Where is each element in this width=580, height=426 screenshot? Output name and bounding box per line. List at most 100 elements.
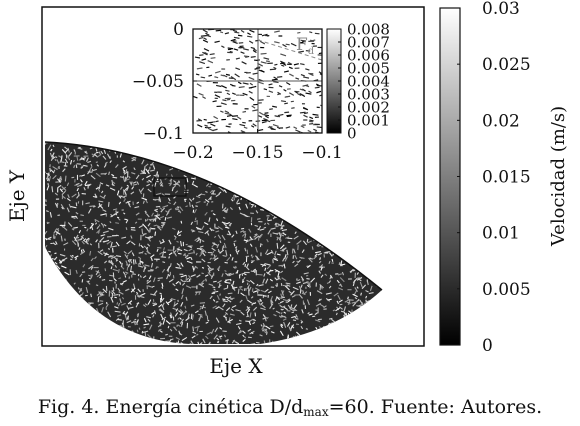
velocity-vector bbox=[239, 212, 246, 217]
velocity-vector bbox=[325, 297, 331, 302]
velocity-vector bbox=[252, 290, 258, 293]
velocity-vector bbox=[181, 288, 185, 295]
inset-axis-ticks: −0.2 −0.15 −0.1 0 −0.05 −0.1 bbox=[132, 20, 343, 163]
velocity-vector bbox=[204, 198, 210, 203]
inset-velocity-vector bbox=[212, 100, 217, 103]
velocity-vector bbox=[221, 273, 224, 277]
inset-colorbar-tick-label: 0.002 bbox=[347, 98, 390, 116]
inset-velocity-vector bbox=[226, 92, 231, 96]
velocity-vector bbox=[147, 235, 152, 239]
velocity-vector bbox=[237, 329, 242, 335]
velocity-vector bbox=[160, 241, 165, 245]
velocity-vector bbox=[82, 264, 86, 268]
velocity-vector bbox=[138, 295, 145, 299]
velocity-vector bbox=[206, 232, 210, 236]
velocity-vector bbox=[146, 218, 149, 222]
velocity-vector bbox=[109, 221, 112, 224]
velocity-vector bbox=[339, 283, 343, 288]
velocity-vector bbox=[53, 169, 56, 173]
velocity-vector bbox=[198, 283, 205, 288]
velocity-vector bbox=[76, 155, 79, 161]
velocity-vector bbox=[71, 228, 75, 231]
velocity-vector bbox=[90, 293, 93, 298]
velocity-vector bbox=[194, 325, 200, 329]
velocity-vector bbox=[222, 303, 226, 308]
inset-velocity-vector bbox=[248, 76, 255, 81]
velocity-vector bbox=[54, 261, 58, 265]
inset-velocity-vector bbox=[297, 93, 302, 96]
velocity-vector bbox=[90, 225, 94, 231]
velocity-vector bbox=[136, 201, 140, 204]
velocity-vector bbox=[90, 257, 94, 262]
velocity-vector bbox=[242, 334, 245, 338]
inset-velocity-vector bbox=[271, 78, 278, 81]
inset-velocity-vector bbox=[299, 111, 306, 114]
inset-colorbar-tick-label: 0.003 bbox=[347, 85, 390, 103]
velocity-vector bbox=[292, 260, 295, 264]
velocity-vector bbox=[130, 287, 136, 293]
inset-colorbar-tick-label: 0.004 bbox=[347, 72, 390, 90]
velocity-vector bbox=[207, 272, 213, 278]
velocity-vector bbox=[142, 233, 145, 237]
velocity-vector bbox=[210, 274, 214, 280]
velocity-vector bbox=[280, 270, 284, 274]
velocity-vector bbox=[80, 214, 84, 217]
velocity-vector bbox=[186, 177, 189, 183]
velocity-vector bbox=[279, 239, 282, 242]
velocity-vector bbox=[347, 302, 351, 305]
velocity-vector bbox=[180, 294, 184, 300]
inset-velocity-vector bbox=[243, 48, 249, 51]
velocity-vector bbox=[160, 313, 164, 320]
inset-velocity-vector bbox=[205, 34, 211, 38]
velocity-vector bbox=[335, 307, 340, 312]
velocity-vector bbox=[126, 320, 132, 324]
velocity-vector bbox=[245, 203, 249, 209]
inset-velocity-vector bbox=[254, 67, 261, 70]
velocity-vector bbox=[215, 301, 219, 303]
inset-velocity-vector bbox=[240, 130, 246, 133]
velocity-vector bbox=[179, 317, 182, 320]
velocity-vector bbox=[190, 274, 196, 278]
inset-velocity-vector bbox=[278, 85, 283, 88]
velocity-vector bbox=[328, 280, 331, 283]
velocity-vector bbox=[142, 275, 147, 279]
velocity-vector bbox=[223, 222, 228, 227]
velocity-vector bbox=[292, 286, 299, 291]
velocity-vector bbox=[235, 309, 242, 312]
inset-velocity-vector bbox=[263, 88, 268, 91]
inset-velocity-vector bbox=[285, 43, 290, 46]
velocity-vector bbox=[105, 184, 110, 187]
velocity-vector bbox=[161, 316, 167, 321]
velocity-vector bbox=[75, 257, 77, 261]
velocity-vector bbox=[256, 283, 259, 287]
velocity-vector bbox=[259, 233, 263, 239]
velocity-vector bbox=[127, 263, 131, 268]
main-x-label: Eje X bbox=[209, 354, 263, 378]
velocity-vector bbox=[59, 188, 64, 193]
velocity-vector bbox=[118, 277, 122, 280]
velocity-vector bbox=[142, 200, 145, 204]
velocity-vector bbox=[217, 248, 220, 252]
velocity-vector bbox=[96, 164, 100, 167]
velocity-vector bbox=[96, 229, 101, 234]
velocity-vector bbox=[174, 206, 179, 210]
velocity-vector bbox=[176, 324, 178, 327]
velocity-vector bbox=[167, 197, 171, 202]
velocity-vector bbox=[328, 285, 332, 289]
inset-velocity-vector bbox=[234, 31, 240, 34]
inset-velocity-vector bbox=[201, 58, 207, 61]
velocity-vector bbox=[192, 197, 195, 201]
velocity-vector bbox=[250, 260, 254, 264]
velocity-vector bbox=[195, 252, 198, 256]
velocity-vector bbox=[222, 216, 226, 219]
velocity-vector bbox=[251, 288, 254, 292]
velocity-vector bbox=[259, 334, 263, 337]
velocity-vector bbox=[153, 174, 159, 177]
velocity-vector bbox=[265, 278, 269, 284]
velocity-vector bbox=[279, 300, 284, 304]
velocity-vector bbox=[144, 236, 150, 240]
velocity-vector bbox=[81, 174, 86, 177]
velocity-vector bbox=[257, 228, 260, 231]
inset-velocity-vector bbox=[214, 40, 220, 43]
inset-velocity-vector bbox=[195, 73, 200, 76]
